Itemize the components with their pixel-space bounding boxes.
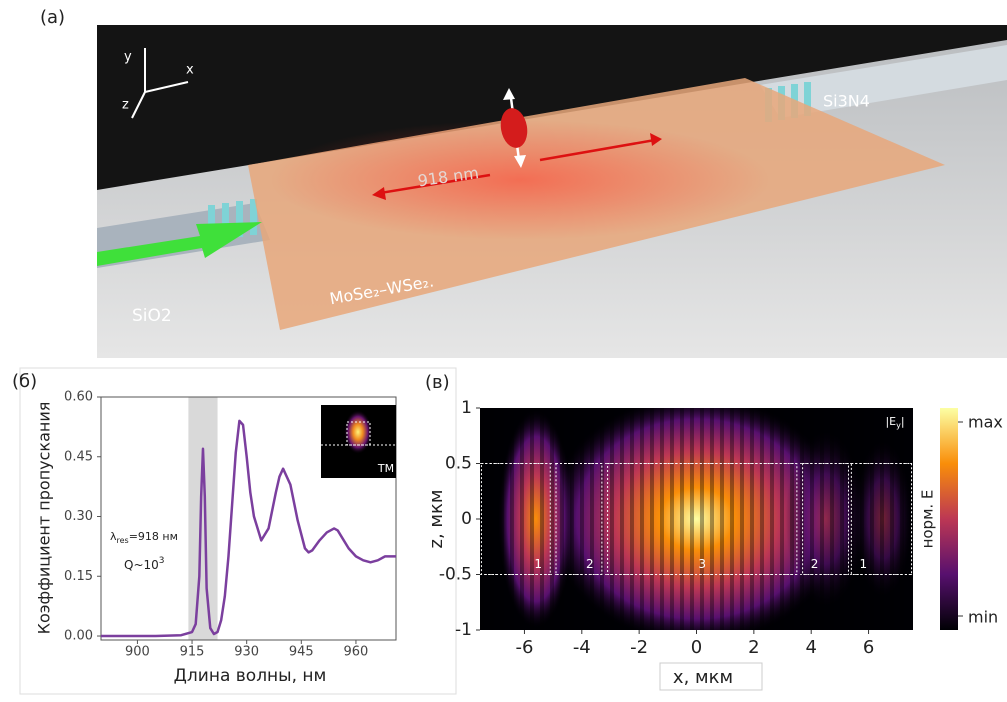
x-tick-label: 960 bbox=[344, 645, 369, 660]
panel-frame bbox=[19, 367, 457, 695]
transmission-line bbox=[101, 419, 396, 638]
coordinate-axes bbox=[131, 48, 189, 119]
region-box bbox=[480, 463, 551, 575]
y-tick-label: 0.00 bbox=[64, 629, 93, 644]
x-tick-label: -4 bbox=[573, 637, 591, 658]
region-label: 2 bbox=[811, 557, 819, 571]
panel-label: (a) bbox=[40, 7, 65, 28]
arrow-head bbox=[503, 88, 515, 100]
field-stripes bbox=[480, 408, 913, 630]
field-label: |Ey| bbox=[885, 415, 904, 430]
field-label-part: y bbox=[896, 421, 901, 430]
annotation: Q~103 bbox=[124, 556, 165, 572]
y-tick-label: 0 bbox=[461, 509, 472, 529]
y-tick-label: 0.5 bbox=[445, 454, 472, 474]
mode-glow bbox=[270, 120, 770, 240]
x-tick-label: 2 bbox=[748, 637, 759, 658]
arrow-head bbox=[650, 133, 662, 146]
emission-arrows bbox=[379, 138, 656, 195]
x-axis-label: x, мкм bbox=[673, 667, 733, 688]
illustration: y x z 918 nm SiO2 Si3N4 MoSe₂–WSe₂. (a) bbox=[40, 7, 1007, 358]
x-tick-label: 900 bbox=[125, 645, 150, 660]
colorbar bbox=[940, 408, 958, 630]
plot-frame bbox=[100, 396, 397, 641]
x-tick-label: 4 bbox=[805, 637, 816, 658]
arrow-head bbox=[514, 155, 526, 168]
x-tick-label: 930 bbox=[234, 645, 259, 660]
x-tick-label: 6 bbox=[863, 637, 874, 658]
region-box bbox=[850, 463, 913, 575]
x-tick-label: -2 bbox=[630, 637, 648, 658]
x-tick-label: 915 bbox=[180, 645, 205, 660]
y-tick-label: -1 bbox=[455, 620, 472, 640]
waveguide bbox=[760, 45, 1007, 118]
inset-field bbox=[344, 410, 372, 454]
y-tick-label: 0.60 bbox=[64, 390, 93, 405]
y-tick-label: 0.45 bbox=[64, 449, 93, 464]
region-label: 1 bbox=[860, 557, 868, 571]
waveguide-label: Si3N4 bbox=[823, 92, 870, 111]
colorbar-label: норм. E bbox=[919, 490, 937, 549]
colorbar-min: min bbox=[968, 608, 998, 627]
highlight-band bbox=[188, 397, 218, 640]
y-tick-label: 0.30 bbox=[64, 509, 93, 524]
input-arrow bbox=[97, 222, 262, 266]
x-tick-label: 0 bbox=[691, 637, 702, 658]
axis-name: x bbox=[186, 63, 194, 78]
x-axis-label: Длина волны, нм bbox=[174, 666, 327, 686]
region-box bbox=[802, 463, 849, 575]
field-label-part: | bbox=[901, 415, 905, 428]
axis-name: z bbox=[122, 98, 129, 113]
x-tick-label: -6 bbox=[515, 637, 533, 658]
region-label: 2 bbox=[586, 557, 594, 571]
region-box bbox=[555, 463, 603, 575]
y-tick-label: -0.5 bbox=[439, 565, 472, 585]
arrow-head bbox=[372, 187, 386, 200]
panel-label: (б) bbox=[12, 371, 37, 392]
region-label: 1 bbox=[534, 557, 542, 571]
region-label: 3 bbox=[698, 557, 706, 571]
annotation: λres=918 нм bbox=[110, 530, 178, 545]
panel-label: (в) bbox=[425, 372, 450, 393]
y-axis-label: z, мкм bbox=[426, 490, 447, 549]
dipole bbox=[500, 108, 528, 148]
substrate-label: SiO2 bbox=[132, 306, 172, 326]
y-tick-label: 0.15 bbox=[64, 569, 93, 584]
axis-name: y bbox=[124, 50, 132, 65]
colorbar-max: max bbox=[968, 413, 1003, 432]
label-box bbox=[659, 662, 763, 691]
x-tick-label: 945 bbox=[289, 645, 314, 660]
y-axis-label: Коэффициент пропускания bbox=[35, 402, 54, 635]
region-box bbox=[607, 463, 798, 575]
y-tick-label: 1 bbox=[461, 398, 472, 418]
field-label-part: |E bbox=[885, 415, 896, 428]
inset-label: TM bbox=[377, 462, 394, 475]
